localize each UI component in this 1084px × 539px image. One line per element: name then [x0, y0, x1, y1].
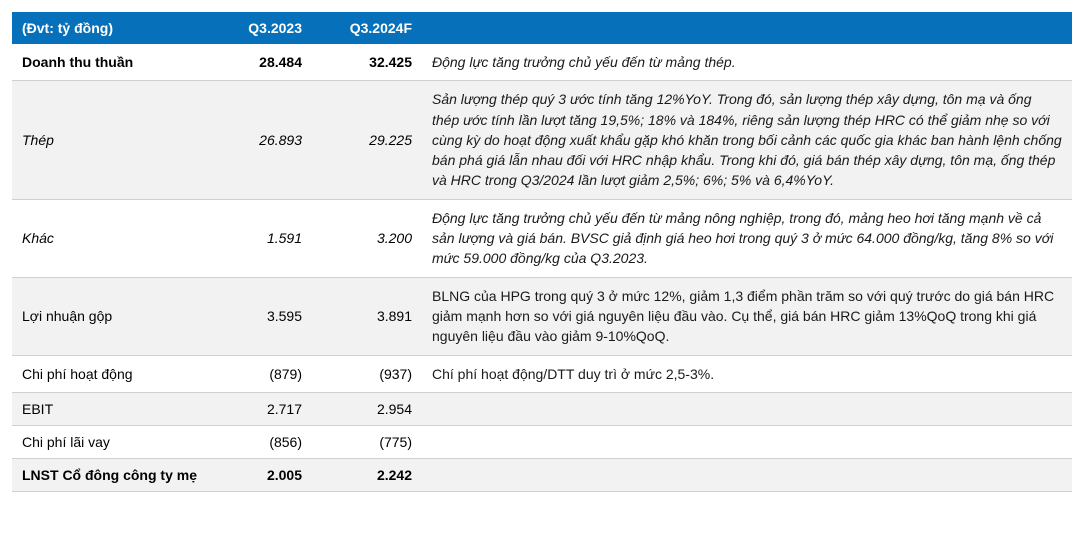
row-label: Khác: [12, 199, 212, 277]
row-description: [422, 458, 1072, 491]
row-label: Chi phí lãi vay: [12, 425, 212, 458]
row-label: LNST Cổ đông công ty mẹ: [12, 458, 212, 491]
row-q3-2023: 26.893: [212, 81, 312, 199]
row-q3-2024f: 2.954: [312, 392, 422, 425]
row-description: [422, 425, 1072, 458]
table-row: Thép26.89329.225Sản lượng thép quý 3 ước…: [12, 81, 1072, 199]
row-label: Doanh thu thuần: [12, 44, 212, 81]
header-q3-2024f: Q3.2024F: [312, 12, 422, 44]
row-q3-2024f: 32.425: [312, 44, 422, 81]
row-q3-2023: 1.591: [212, 199, 312, 277]
row-q3-2024f: (775): [312, 425, 422, 458]
table-row: Chi phí hoạt động(879)(937)Chí phí hoạt …: [12, 355, 1072, 392]
financial-table: (Đvt: tỷ đồng) Q3.2023 Q3.2024F Doanh th…: [12, 12, 1072, 492]
table-row: LNST Cổ đông công ty mẹ2.0052.242: [12, 458, 1072, 491]
row-label: EBIT: [12, 392, 212, 425]
row-description: Chí phí hoạt động/DTT duy trì ở mức 2,5-…: [422, 355, 1072, 392]
header-desc-blank: [422, 12, 1072, 44]
table-row: EBIT2.7172.954: [12, 392, 1072, 425]
row-q3-2024f: 3.891: [312, 277, 422, 355]
row-q3-2023: 2.005: [212, 458, 312, 491]
row-description: BLNG của HPG trong quý 3 ở mức 12%, giảm…: [422, 277, 1072, 355]
row-label: Chi phí hoạt động: [12, 355, 212, 392]
row-q3-2023: 3.595: [212, 277, 312, 355]
row-description: Sản lượng thép quý 3 ước tính tăng 12%Yo…: [422, 81, 1072, 199]
table-row: Doanh thu thuần28.48432.425Động lực tăng…: [12, 44, 1072, 81]
row-q3-2024f: 2.242: [312, 458, 422, 491]
row-description: [422, 392, 1072, 425]
header-q3-2023: Q3.2023: [212, 12, 312, 44]
row-description: Động lực tăng trưởng chủ yếu đến từ mảng…: [422, 44, 1072, 81]
table-row: Lợi nhuận gộp3.5953.891BLNG của HPG tron…: [12, 277, 1072, 355]
table-row: Chi phí lãi vay(856)(775): [12, 425, 1072, 458]
row-q3-2023: (856): [212, 425, 312, 458]
row-q3-2024f: 3.200: [312, 199, 422, 277]
row-q3-2023: 2.717: [212, 392, 312, 425]
row-q3-2023: 28.484: [212, 44, 312, 81]
row-description: Động lực tăng trưởng chủ yếu đến từ mảng…: [422, 199, 1072, 277]
table-row: Khác1.5913.200Động lực tăng trưởng chủ y…: [12, 199, 1072, 277]
row-label: Lợi nhuận gộp: [12, 277, 212, 355]
row-q3-2023: (879): [212, 355, 312, 392]
header-unit: (Đvt: tỷ đồng): [12, 12, 212, 44]
row-label: Thép: [12, 81, 212, 199]
row-q3-2024f: 29.225: [312, 81, 422, 199]
table-header-row: (Đvt: tỷ đồng) Q3.2023 Q3.2024F: [12, 12, 1072, 44]
row-q3-2024f: (937): [312, 355, 422, 392]
